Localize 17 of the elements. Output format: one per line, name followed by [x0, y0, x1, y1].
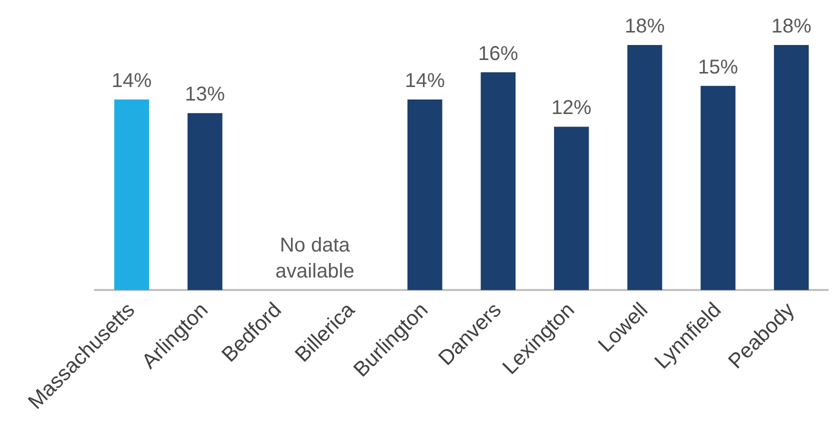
data-label: 14%: [404, 70, 446, 92]
data-label: 18%: [771, 16, 812, 38]
data-label: 13%: [184, 84, 226, 106]
data-label: 18%: [624, 16, 665, 38]
bar: [774, 45, 809, 290]
bar: [627, 45, 662, 290]
annotation: No data available: [275, 234, 354, 283]
bar: [480, 72, 516, 290]
bar: [407, 99, 442, 290]
data-label: 14%: [112, 70, 152, 92]
data-label: 16%: [478, 42, 518, 65]
bar: [188, 113, 222, 290]
data-label: 12%: [551, 97, 592, 120]
bar: [114, 99, 150, 290]
bar: [700, 86, 736, 290]
bar: [554, 126, 589, 290]
data-label: 15%: [698, 56, 738, 78]
